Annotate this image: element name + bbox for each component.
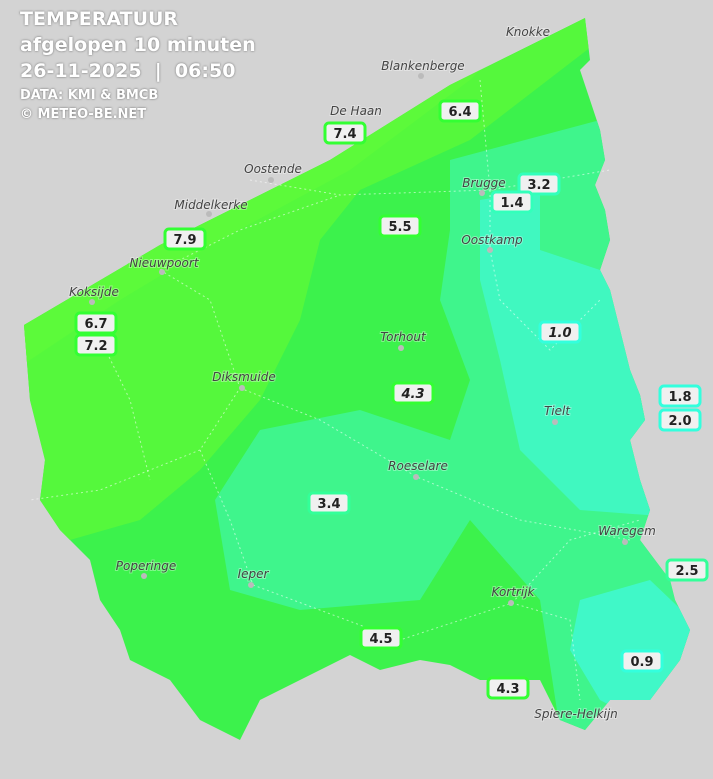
city-label: Spiere-Helkijn bbox=[534, 707, 618, 721]
station-box bbox=[658, 408, 702, 432]
city-dot bbox=[487, 247, 493, 253]
station-box bbox=[359, 626, 403, 650]
city-label: Middelkerke bbox=[174, 198, 247, 212]
station-value: 1.8 bbox=[668, 390, 691, 405]
city-label: Oostende bbox=[244, 162, 302, 176]
station-value: 5.5 bbox=[388, 220, 411, 235]
title: TEMPERATUUR bbox=[20, 8, 179, 30]
city-dot bbox=[418, 73, 424, 79]
station-box bbox=[74, 333, 118, 357]
station-value: 4.3 bbox=[496, 682, 519, 697]
station-box bbox=[665, 558, 709, 582]
city-label: Nieuwpoort bbox=[129, 256, 199, 270]
city-dot bbox=[552, 419, 558, 425]
station-box bbox=[490, 190, 534, 214]
station-box bbox=[163, 227, 207, 251]
city-dot bbox=[89, 299, 95, 305]
station-value: 1.0 bbox=[548, 326, 571, 341]
station-box bbox=[307, 491, 351, 515]
station-box bbox=[391, 381, 435, 405]
copyright: © METEO-BE.NET bbox=[20, 107, 147, 122]
station-value: 6.7 bbox=[84, 317, 107, 332]
station-value: 4.5 bbox=[369, 632, 392, 647]
city-label: Kortrijk bbox=[492, 585, 536, 599]
station-box bbox=[74, 311, 118, 335]
city-label: Waregem bbox=[598, 524, 656, 538]
source: DATA: KMI & BMCB bbox=[20, 88, 159, 103]
city-label: Blankenberge bbox=[381, 59, 464, 73]
station-value: 2.0 bbox=[668, 414, 691, 429]
station-box bbox=[620, 649, 664, 673]
city-dot bbox=[159, 269, 165, 275]
station-box bbox=[538, 320, 582, 344]
city-dot bbox=[141, 573, 147, 579]
station-box bbox=[438, 99, 482, 123]
station-box bbox=[323, 121, 367, 145]
city-dot bbox=[479, 190, 485, 196]
city-dot bbox=[239, 385, 245, 391]
station-value: 3.4 bbox=[317, 497, 340, 512]
station-value: 7.4 bbox=[333, 127, 356, 142]
city-label: Knokke bbox=[506, 25, 550, 39]
city-label: Torhout bbox=[380, 330, 427, 344]
subtitle: afgelopen 10 minuten bbox=[20, 34, 256, 56]
station-value: 7.9 bbox=[173, 233, 196, 248]
city-dot bbox=[268, 177, 274, 183]
station-box bbox=[378, 214, 422, 238]
city-dot bbox=[508, 600, 514, 606]
station-value: 6.4 bbox=[448, 105, 471, 120]
zone-warmest bbox=[24, 50, 500, 380]
city-label: Roeselare bbox=[388, 459, 448, 473]
station-value: 0.9 bbox=[630, 655, 653, 670]
city-label: Oostkamp bbox=[461, 233, 523, 247]
city-label: Brugge bbox=[462, 176, 505, 190]
datetime: 26-11-2025 | 06:50 bbox=[20, 60, 236, 82]
station-box bbox=[517, 172, 561, 196]
station-value: 7.2 bbox=[84, 339, 107, 354]
city-dot bbox=[206, 211, 212, 217]
zone-warm bbox=[24, 18, 600, 560]
city-label: Poperinge bbox=[116, 559, 176, 573]
city-dot bbox=[413, 474, 419, 480]
city-label: Diksmuide bbox=[212, 370, 275, 384]
city-dot bbox=[398, 345, 404, 351]
station-box bbox=[658, 384, 702, 408]
station-value: 2.5 bbox=[675, 564, 698, 579]
station-value: 1.4 bbox=[500, 196, 523, 211]
city-label: Koksijde bbox=[69, 285, 119, 299]
city-label: Tielt bbox=[544, 404, 571, 418]
city-dot bbox=[248, 582, 254, 588]
station-box bbox=[486, 676, 530, 700]
city-dot bbox=[622, 539, 628, 545]
station-value: 3.2 bbox=[527, 178, 550, 193]
station-value: 4.3 bbox=[400, 387, 424, 402]
city-label: De Haan bbox=[330, 104, 382, 118]
city-label: Ieper bbox=[238, 567, 270, 581]
